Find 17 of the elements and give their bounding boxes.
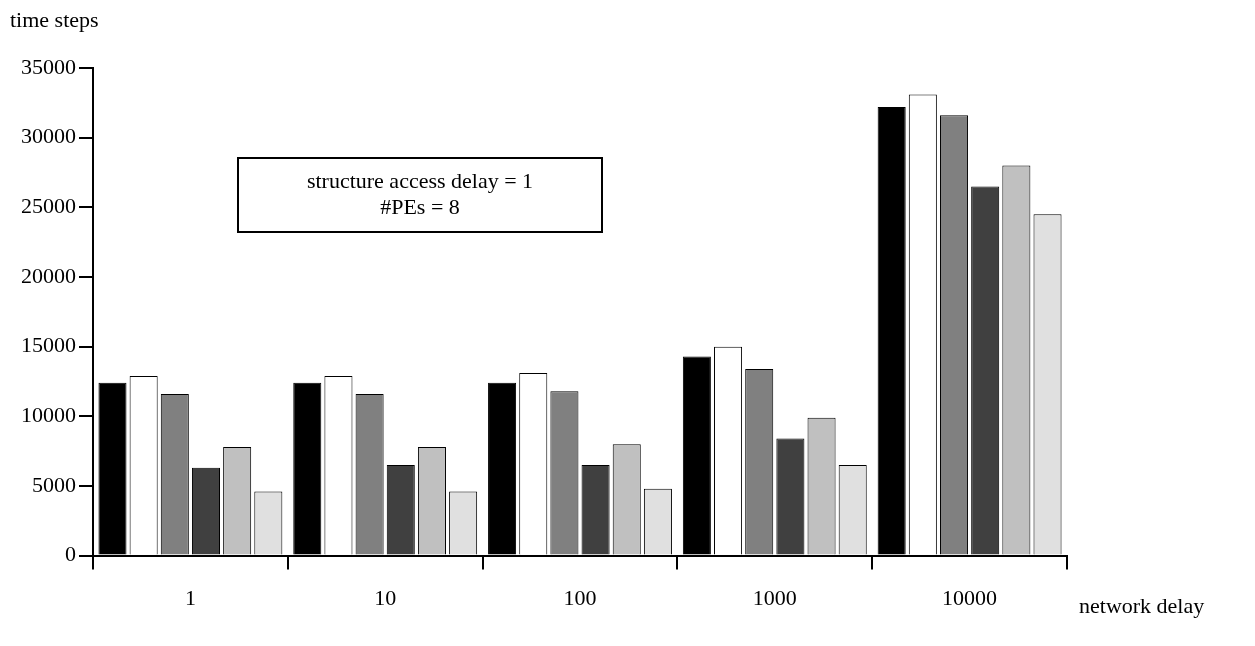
annotation: #PEs = 8: [380, 193, 460, 219]
x-tick-label: 10000: [942, 584, 998, 610]
x-tick-label: 1000: [752, 584, 797, 610]
y-tick-label: 25000: [21, 193, 76, 219]
y-tick-label: 0: [65, 541, 76, 567]
y-axis-title: time steps: [10, 6, 99, 32]
x-axis-title: network delay: [1079, 593, 1205, 619]
y-tick-label: 5000: [32, 471, 76, 497]
x-tick-label: 10: [374, 584, 397, 610]
x-tick-label: 1: [184, 584, 196, 610]
y-tick-label: 30000: [21, 123, 76, 149]
y-tick-label: 20000: [21, 262, 76, 288]
x-tick-label: 100: [563, 584, 597, 610]
y-tick-label: 15000: [21, 332, 76, 358]
y-tick-label: 10000: [21, 402, 76, 428]
annotation: structure access delay = 1: [306, 167, 534, 193]
y-tick-label: 35000: [21, 53, 76, 79]
